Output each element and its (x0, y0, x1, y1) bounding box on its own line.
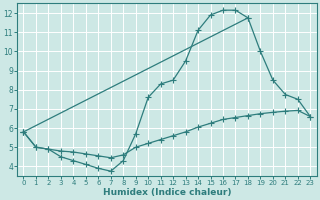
X-axis label: Humidex (Indice chaleur): Humidex (Indice chaleur) (103, 188, 231, 197)
